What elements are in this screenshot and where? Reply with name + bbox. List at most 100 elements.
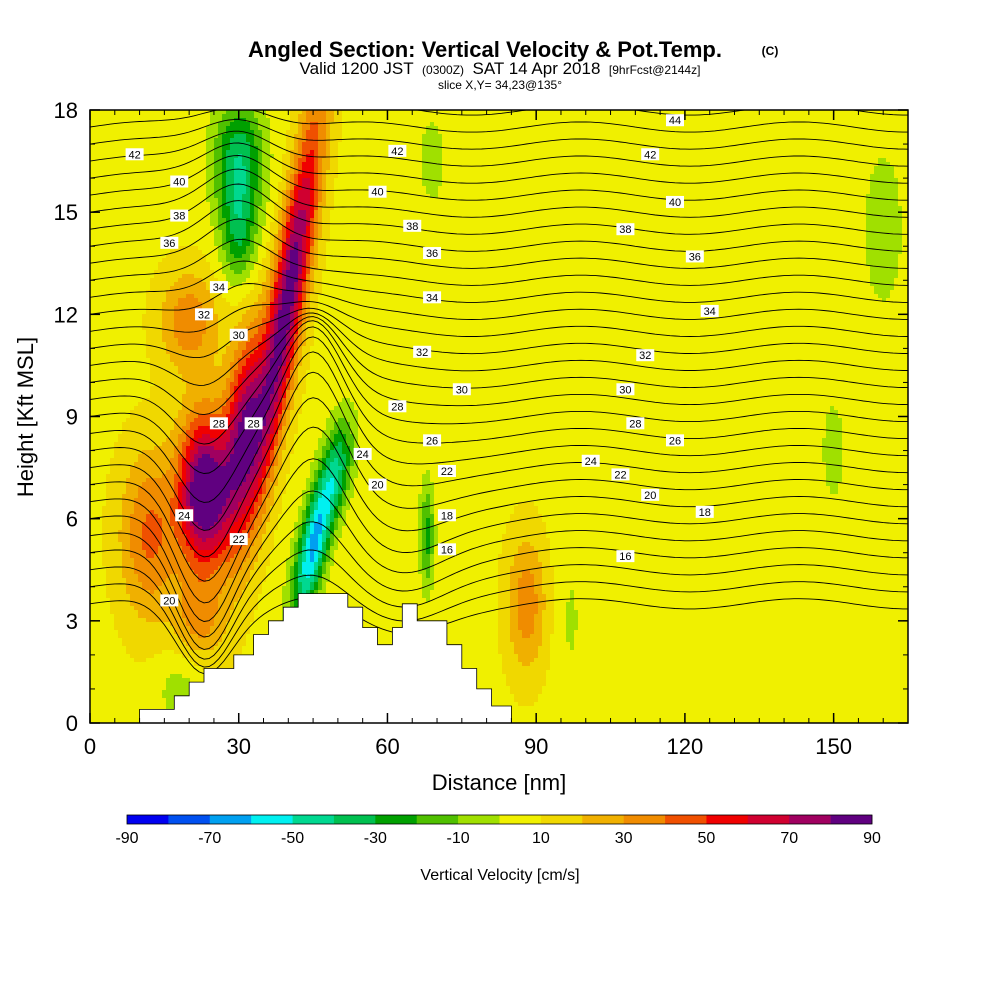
- velocity-cell: [162, 658, 167, 663]
- velocity-cell: [170, 262, 175, 267]
- velocity-cell: [210, 490, 215, 495]
- velocity-cell: [114, 434, 119, 439]
- velocity-cell: [214, 458, 219, 463]
- velocity-cell: [202, 246, 207, 251]
- velocity-cell: [210, 626, 215, 631]
- velocity-cell: [102, 198, 107, 203]
- velocity-cell: [114, 522, 119, 527]
- velocity-cell: [178, 310, 183, 315]
- velocity-cell: [122, 462, 127, 467]
- velocity-cell: [210, 254, 215, 259]
- velocity-cell: [194, 638, 199, 643]
- velocity-cell: [126, 526, 131, 531]
- velocity-cell: [194, 554, 199, 559]
- velocity-cell: [142, 646, 147, 651]
- velocity-cell: [142, 374, 147, 379]
- velocity-cell: [194, 290, 199, 295]
- velocity-cell: [210, 582, 215, 587]
- velocity-cell: [158, 178, 163, 183]
- velocity-cell: [142, 674, 147, 679]
- velocity-cell: [198, 134, 203, 139]
- velocity-cell: [126, 686, 131, 691]
- velocity-cell: [142, 494, 147, 499]
- velocity-cell: [174, 678, 179, 683]
- velocity-cell: [118, 306, 123, 311]
- velocity-cell: [190, 134, 195, 139]
- velocity-cell: [206, 174, 211, 179]
- velocity-cell: [142, 546, 147, 551]
- velocity-cell: [214, 506, 219, 511]
- velocity-cell: [122, 534, 127, 539]
- velocity-cell: [198, 342, 203, 347]
- velocity-cell: [182, 494, 187, 499]
- velocity-cell: [122, 414, 127, 419]
- velocity-cell: [182, 118, 187, 123]
- velocity-cell: [110, 602, 115, 607]
- velocity-cell: [114, 158, 119, 163]
- velocity-cell: [122, 178, 127, 183]
- velocity-cell: [126, 182, 131, 187]
- velocity-cell: [214, 402, 219, 407]
- velocity-cell: [182, 222, 187, 227]
- velocity-cell: [158, 414, 163, 419]
- velocity-cell: [118, 398, 123, 403]
- velocity-cell: [106, 406, 111, 411]
- velocity-cell: [158, 398, 163, 403]
- velocity-cell: [178, 662, 183, 667]
- velocity-cell: [166, 230, 171, 235]
- velocity-cell: [154, 410, 159, 415]
- velocity-cell: [106, 250, 111, 255]
- velocity-cell: [218, 262, 223, 267]
- velocity-cell: [134, 246, 139, 251]
- velocity-cell: [138, 314, 143, 319]
- velocity-cell: [114, 686, 119, 691]
- velocity-cell: [166, 282, 171, 287]
- velocity-cell: [198, 378, 203, 383]
- velocity-cell: [122, 650, 127, 655]
- velocity-cell: [130, 230, 135, 235]
- velocity-cell: [138, 406, 143, 411]
- velocity-cell: [170, 130, 175, 135]
- velocity-cell: [118, 326, 123, 331]
- velocity-cell: [134, 218, 139, 223]
- velocity-cell: [162, 478, 167, 483]
- velocity-cell: [158, 454, 163, 459]
- velocity-cell: [134, 374, 139, 379]
- velocity-cell: [106, 466, 111, 471]
- velocity-cell: [118, 294, 123, 299]
- velocity-cell: [118, 598, 123, 603]
- velocity-cell: [214, 486, 219, 491]
- velocity-cell: [178, 442, 183, 447]
- velocity-cell: [130, 114, 135, 119]
- velocity-cell: [138, 270, 143, 275]
- velocity-cell: [150, 114, 155, 119]
- velocity-cell: [170, 642, 175, 647]
- velocity-cell: [122, 198, 127, 203]
- velocity-cell: [146, 322, 151, 327]
- velocity-cell: [102, 170, 107, 175]
- velocity-cell: [118, 166, 123, 171]
- velocity-cell: [166, 334, 171, 339]
- velocity-cell: [106, 486, 111, 491]
- velocity-cell: [214, 430, 219, 435]
- velocity-cell: [202, 290, 207, 295]
- velocity-cell: [174, 194, 179, 199]
- velocity-cell: [126, 314, 131, 319]
- velocity-cell: [134, 222, 139, 227]
- velocity-cell: [190, 458, 195, 463]
- velocity-cell: [130, 374, 135, 379]
- velocity-cell: [182, 298, 187, 303]
- velocity-cell: [142, 682, 147, 687]
- velocity-cell: [174, 126, 179, 131]
- velocity-cell: [134, 390, 139, 395]
- velocity-cell: [146, 278, 151, 283]
- velocity-cell: [194, 502, 199, 507]
- velocity-cell: [94, 542, 99, 547]
- velocity-cell: [150, 554, 155, 559]
- velocity-cell: [142, 686, 147, 691]
- velocity-cell: [154, 434, 159, 439]
- velocity-cell: [126, 334, 131, 339]
- velocity-cell: [138, 614, 143, 619]
- velocity-cell: [158, 222, 163, 227]
- velocity-cell: [94, 710, 99, 715]
